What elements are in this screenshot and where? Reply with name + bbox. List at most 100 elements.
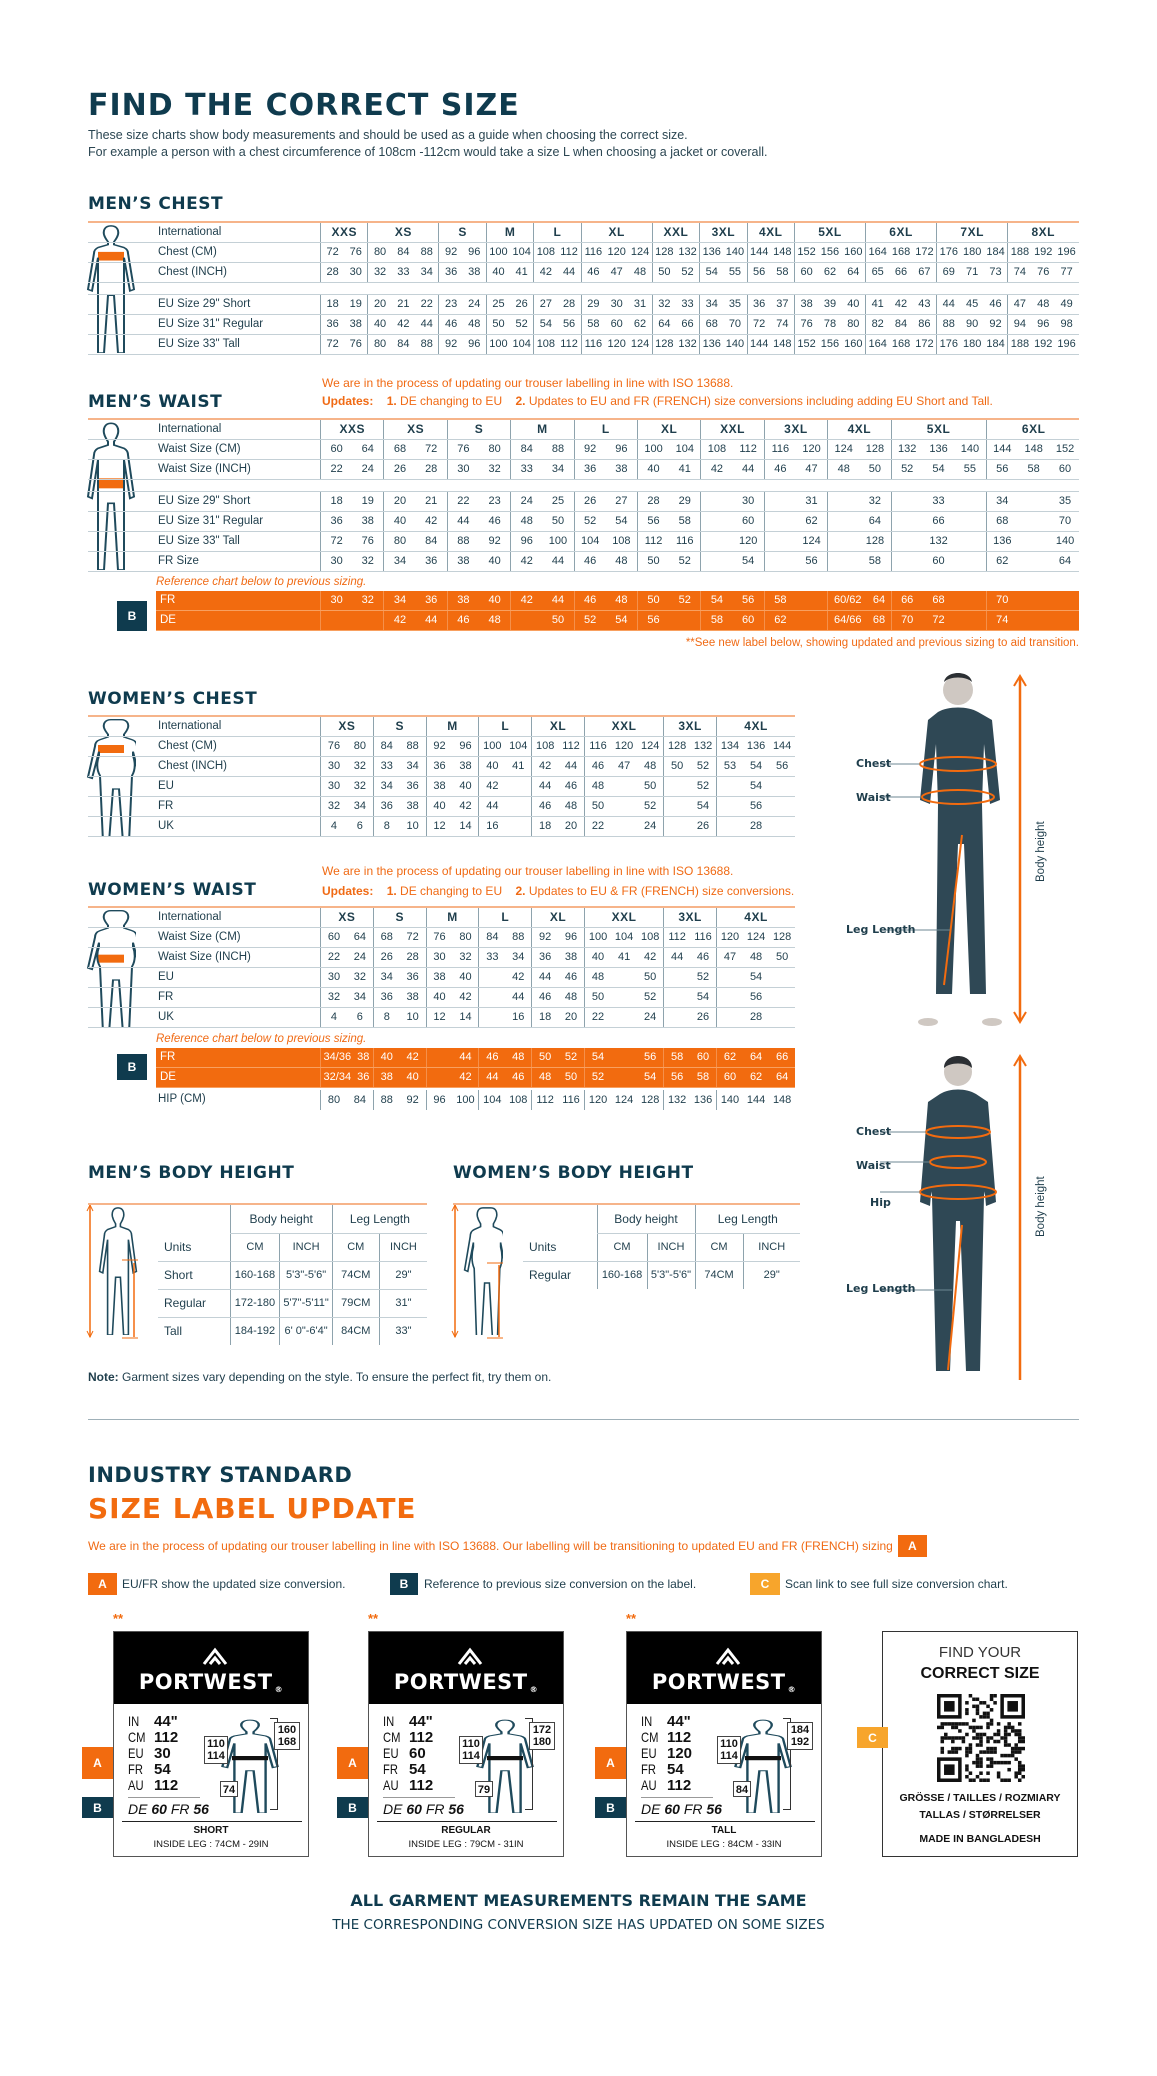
cell: 6' 0"-6'4" [279,1317,333,1345]
cell: 192 [1034,338,1053,350]
size-group: 164 168 172 [865,335,936,354]
size-group: 42 44 [700,460,763,479]
cell: 12 [433,820,446,832]
size-group: 29 30 31 [580,295,652,314]
footer-line-1: ALL GARMENT MEASUREMENTS REMAIN THE SAME [350,1891,807,1910]
qr-code[interactable] [937,1694,1025,1782]
cell: 74CM [694,1261,743,1289]
cell: 74 [996,614,1009,626]
cell: 60/62 [834,594,862,606]
size-cells: XS S M L XL XXL 3XL 4XL [320,717,795,736]
size-group: 60 [700,512,763,531]
made-in: MADE IN BANGLADESH [919,1833,1041,1845]
size-group: 40 42 44 [367,315,438,334]
cell: 124 [802,535,821,547]
size-header: 3XL [711,225,736,239]
cell: 64/66 [834,614,862,626]
cell: 37 [776,298,789,310]
size-key: FR [128,1761,143,1777]
size-key: AU [128,1777,144,1793]
mens-chest-table: International XXS XS S M L XL XXL 3XL 4XL 5XL 6XL 7X… [88,221,1079,355]
cell: 22 [457,495,470,507]
cell: 56 [805,555,818,567]
size-group: 144 148 152 [985,440,1081,459]
portwest-chevron-icon [715,1647,741,1665]
size-cells: 22 24 26 28 30 32 33 34 36 38 40 41 42 44 46 47 48 50 52 54… [320,460,1081,479]
size-group: 38 39 40 [793,295,865,314]
size-group: 44 [478,797,531,816]
cell: 54 [749,760,763,772]
cell: 68 [872,614,886,626]
cell: 21 [425,495,438,507]
size-group: 72 76 [320,532,383,551]
womens-body-height-table: Body height Leg Length Units CM INCH CM INCH … [453,1203,800,1289]
size-group: 144 148 [746,243,794,262]
cell: 60 [742,614,755,626]
size-group: 4XL [827,420,890,439]
size-group: 4XL [715,908,795,927]
cell: 32 [353,760,366,772]
cell: 160-168 [596,1261,647,1289]
badge-a: A [88,1573,117,1595]
cell: 39 [823,298,837,310]
size-group: 62 64 [985,552,1081,571]
leg-box: 84 [733,1781,751,1797]
size-group: 38 40 [446,552,510,571]
row-label: UK [158,1011,174,1023]
size-cells: 18 19 20 21 22 23 24 25 26 27 28 29 30 31 32 33 34 35 36 37… [320,295,1078,314]
legend-b-text: Reference to previous size conversion on… [424,1577,697,1591]
cell: 48 [512,1051,525,1063]
inside-leg: INSIDE LEG : 79CM - 31IN [408,1839,524,1850]
cell: 44 [539,971,552,983]
cell: 68 [705,318,718,330]
size-group: 26 27 [573,492,637,511]
size-group: S [372,717,426,736]
cell: 168 [891,338,911,350]
size-group: L [478,717,531,736]
size-group: 80 84 [320,1090,373,1110]
size-group: 54 56 [533,315,580,334]
cell: 46 [696,951,710,963]
size-header: L [501,910,510,924]
portwest-chevron-icon [457,1647,483,1665]
size-group: 188 192 196 [1007,335,1078,354]
cell: 176 [939,246,958,258]
size-group: 56 58 60 [985,460,1081,479]
previous-size-row: FR 30 32 34 36 38 40 42 44 46 48 50 52 54 56 58 60/62 64 6… [156,591,1079,611]
cell: 32 [373,266,387,278]
size-header: XL [549,719,567,733]
size-group: 33 34 [510,460,573,479]
cell: 86 [918,318,931,330]
cell: 140 [720,1093,740,1106]
cell: 66 [681,318,694,330]
cell: 50 [647,555,660,567]
size-group: 32 33 [651,295,699,314]
size-value: 54 [154,1761,171,1778]
size-key: AU [383,1777,399,1793]
divider [122,1821,302,1822]
cell: 58 [774,594,787,606]
cell: 47 [805,463,818,475]
size-group: 152 156 160 [793,335,865,354]
cell: 112 [562,740,580,752]
cell: 44 [671,951,684,963]
cell: 96 [1037,318,1050,330]
cell: 84 [397,246,410,258]
size-group: 100 104 [636,440,700,459]
cell: 76 [361,535,374,547]
size-group: 66 68 [890,591,986,610]
cell: 36 [539,951,552,963]
table-header-row: International XS S M L XL XXL 3XL 4XL [88,717,795,737]
height-max: 168 [277,1736,297,1748]
cell: 92 [539,931,552,943]
cell: 46 [564,780,578,792]
cell: 56 [742,594,755,606]
cell: 40 [492,266,505,278]
cell: 67 [918,266,931,278]
cell: 58 [678,515,691,527]
male-height-figure-icon [86,1203,138,1339]
size-header: XS [338,910,356,924]
cell: 116 [589,740,607,752]
size-group: XS [320,717,373,736]
size-group: 12 14 [425,817,479,836]
